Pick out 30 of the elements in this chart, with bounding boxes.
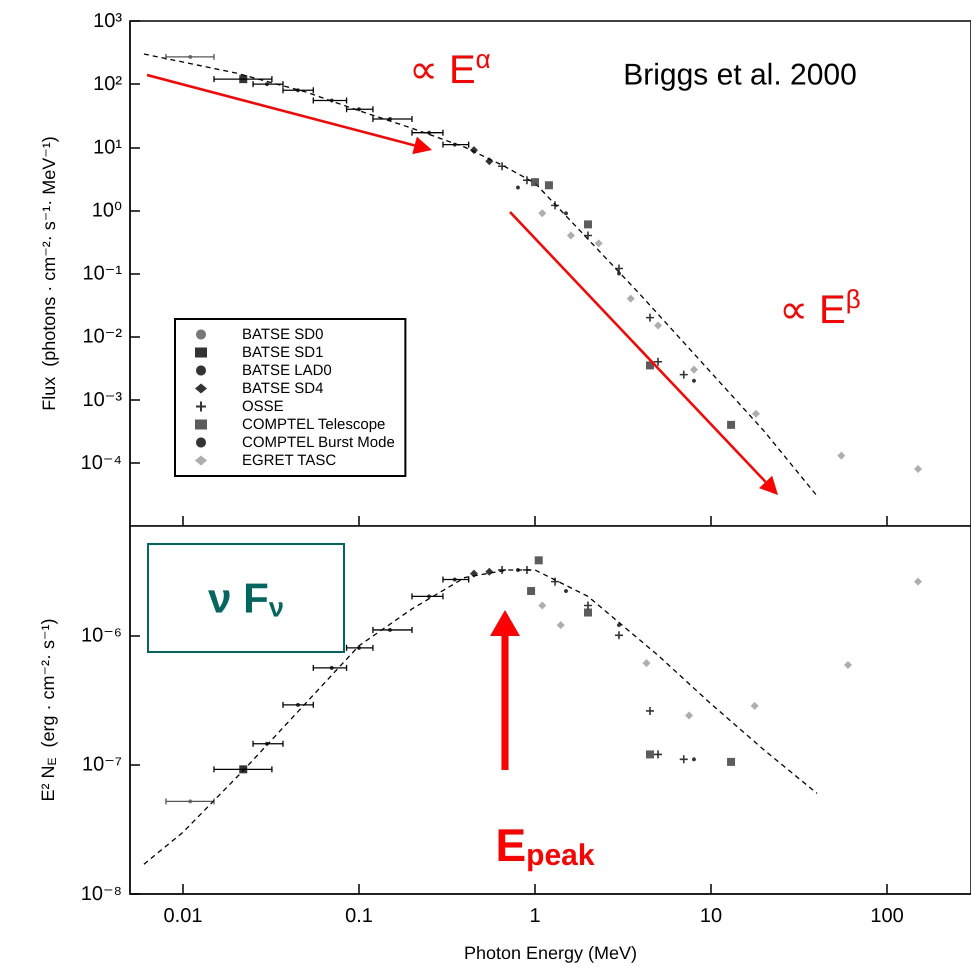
x-tick-label: 0.01: [164, 905, 202, 927]
y-tick-label: 10⁻⁷: [82, 754, 122, 776]
annotation: Briggs et al. 2000: [623, 58, 857, 92]
y-tick-label: 10⁻¹: [82, 262, 122, 284]
legend-label: BATSE LAD0: [242, 362, 332, 379]
y-axis-title: E² NE (erg · cm⁻²· s⁻¹): [38, 618, 59, 802]
legend-label: COMPTEL Telescope: [242, 416, 386, 433]
y-tick-label: 10²: [93, 73, 122, 96]
x-tick-label: 10: [700, 905, 722, 927]
y-tick-label: 10¹: [93, 136, 122, 158]
y-tick-label: 10⁻³: [82, 388, 122, 411]
y-tick-label: 10³: [93, 10, 122, 32]
legend-label: BATSE SD4: [242, 380, 324, 397]
legend-label: BATSE SD0: [242, 326, 324, 343]
annotation: ν Fν: [208, 574, 284, 622]
y-axis-title: Flux (photons · cm⁻²· s⁻¹· MeV⁻¹): [39, 136, 59, 411]
y-tick-label: 10⁰: [92, 199, 122, 222]
x-tick-label: 0.1: [345, 905, 373, 927]
annotation: Epeak: [495, 819, 595, 872]
y-tick-label: 10⁻²: [82, 326, 122, 348]
x-tick-label: 1: [529, 905, 541, 927]
legend-label: BATSE SD1: [242, 344, 324, 361]
legend-label: COMPTEL Burst Mode: [242, 434, 395, 451]
legend-label: EGRET TASC: [242, 452, 336, 469]
x-axis-title: Photon Energy (MeV): [464, 943, 638, 963]
x-tick-label: 100: [870, 905, 904, 927]
legend-label: OSSE: [242, 398, 284, 415]
y-tick-label: 10⁻⁴: [80, 452, 122, 474]
y-tick-label: 10⁻⁶: [80, 624, 122, 646]
y-tick-label: 10⁻⁸: [80, 883, 122, 905]
